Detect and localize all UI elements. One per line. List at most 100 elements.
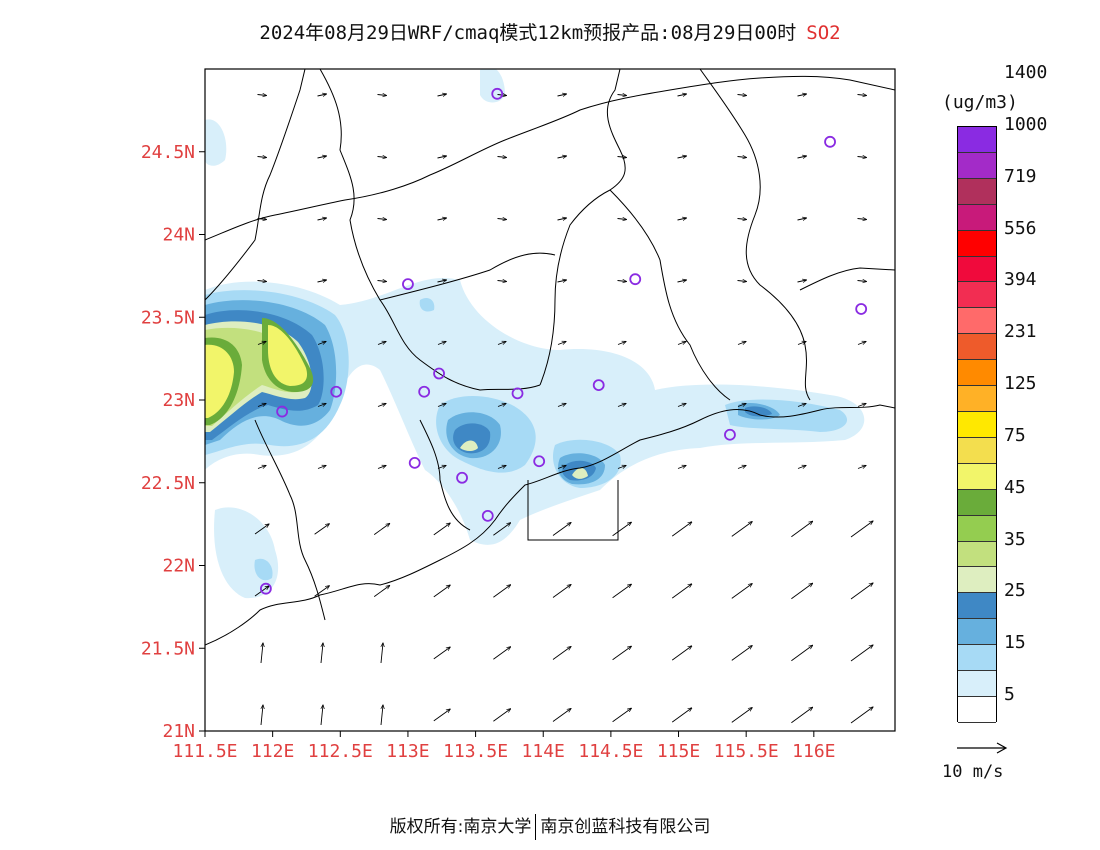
wind-vector (557, 280, 567, 282)
wind-scale-label: 10 m/s (942, 762, 1004, 782)
lon-label: 112.5E (308, 741, 373, 762)
station-marker[interactable] (855, 303, 868, 315)
station-marker[interactable] (433, 367, 445, 380)
wind-vector (433, 647, 450, 660)
station-marker[interactable] (330, 385, 343, 398)
wind-vector (377, 342, 386, 345)
wind-vector (612, 646, 632, 661)
station-marker[interactable] (724, 428, 736, 441)
wind-vector (381, 643, 383, 664)
wind-vector (493, 585, 510, 598)
wind-vector (671, 522, 692, 537)
station-marker[interactable] (481, 509, 494, 522)
station-marker[interactable] (592, 379, 605, 392)
station-marker[interactable] (418, 385, 431, 398)
wind-vector (377, 157, 387, 158)
lon-label: 112E (251, 741, 294, 762)
wind-vector (791, 707, 812, 724)
legend-swatch (958, 619, 996, 646)
wind-vector (617, 281, 627, 282)
wind-vector (377, 466, 386, 469)
wind-vector (317, 156, 327, 158)
legend-swatch (958, 152, 996, 179)
copyright-footer: 版权所有:南京大学 南京创蓝科技有限公司 (0, 812, 1100, 840)
wind-vector (617, 342, 626, 345)
legend-label: 35 (1004, 528, 1026, 550)
wind-vector (257, 157, 267, 158)
wind-vector (731, 646, 752, 661)
wind-vector (552, 647, 571, 660)
wind-vector (797, 342, 806, 345)
legend-label: 45 (1004, 476, 1026, 498)
wind-vector (737, 281, 747, 282)
wind-vector (677, 156, 687, 158)
lat-label: 21.5N (141, 638, 195, 659)
wind-vector (433, 523, 450, 536)
wind-vector (321, 643, 323, 664)
wind-vector (612, 584, 632, 599)
wind-vector (677, 218, 687, 220)
legend-unit: (ug/m3) (942, 92, 1018, 113)
lon-label: 114.5E (578, 741, 643, 762)
wind-vector (850, 645, 873, 662)
wind-vector (552, 585, 571, 598)
wind-vector (493, 647, 510, 660)
wind-vector (857, 281, 867, 282)
wind-vector (497, 157, 507, 158)
wind-vector (261, 705, 263, 726)
station-marker[interactable] (824, 135, 836, 148)
station-marker[interactable] (456, 471, 468, 484)
legend-swatch (958, 178, 996, 205)
legend-label: 15 (1004, 632, 1026, 654)
lon-label: 116E (792, 741, 835, 762)
lon-label: 114E (522, 741, 565, 762)
station-marker[interactable] (491, 87, 504, 100)
wind-vector (617, 404, 626, 407)
legend-swatch (958, 696, 996, 723)
wind-vector (437, 466, 446, 469)
legend-swatch (958, 282, 996, 309)
wind-vector (257, 342, 266, 345)
wind-scale-arrow (957, 742, 1008, 754)
legend-label: 394 (1004, 269, 1037, 291)
wind-vector (257, 95, 267, 96)
wind-vector (857, 404, 866, 407)
wind-vector (737, 466, 746, 469)
wind-vector (497, 404, 506, 407)
map-title: 2024年08月29日WRF/cmaq模式12km预报产品:08月29日00时 S… (0, 18, 1100, 45)
lat-label: 21N (162, 721, 195, 742)
wind-vector (797, 466, 806, 469)
legend-swatch (958, 437, 996, 464)
wind-vector (317, 404, 326, 407)
wind-vector (797, 94, 807, 96)
legend-label: 556 (1004, 217, 1037, 239)
wind-vector (857, 157, 867, 158)
wind-vector (377, 281, 387, 282)
wind-vector (797, 156, 807, 158)
legend-label: 231 (1004, 321, 1037, 343)
station-marker[interactable] (402, 278, 414, 291)
wind-vector (257, 281, 267, 282)
station-marker[interactable] (259, 582, 272, 595)
lon-label: 115.5E (714, 741, 779, 762)
wind-vector (617, 157, 627, 158)
legend-swatch (958, 308, 996, 335)
wind-vector (671, 646, 692, 661)
legend-swatch (958, 230, 996, 257)
wind-vector (677, 466, 686, 469)
wind-vector (437, 404, 446, 407)
station-marker[interactable] (408, 456, 421, 469)
wind-vector (437, 94, 447, 96)
color-legend (957, 126, 997, 723)
station-marker[interactable] (533, 455, 546, 468)
wind-vector (493, 709, 510, 722)
lat-label: 22.5N (141, 473, 195, 494)
wind-vector (437, 280, 447, 282)
wind-vector (850, 521, 873, 538)
station-marker[interactable] (511, 387, 524, 400)
station-marker[interactable] (276, 405, 289, 418)
wind-vector (617, 466, 626, 469)
wind-vector (497, 342, 506, 345)
station-marker[interactable] (629, 273, 642, 286)
